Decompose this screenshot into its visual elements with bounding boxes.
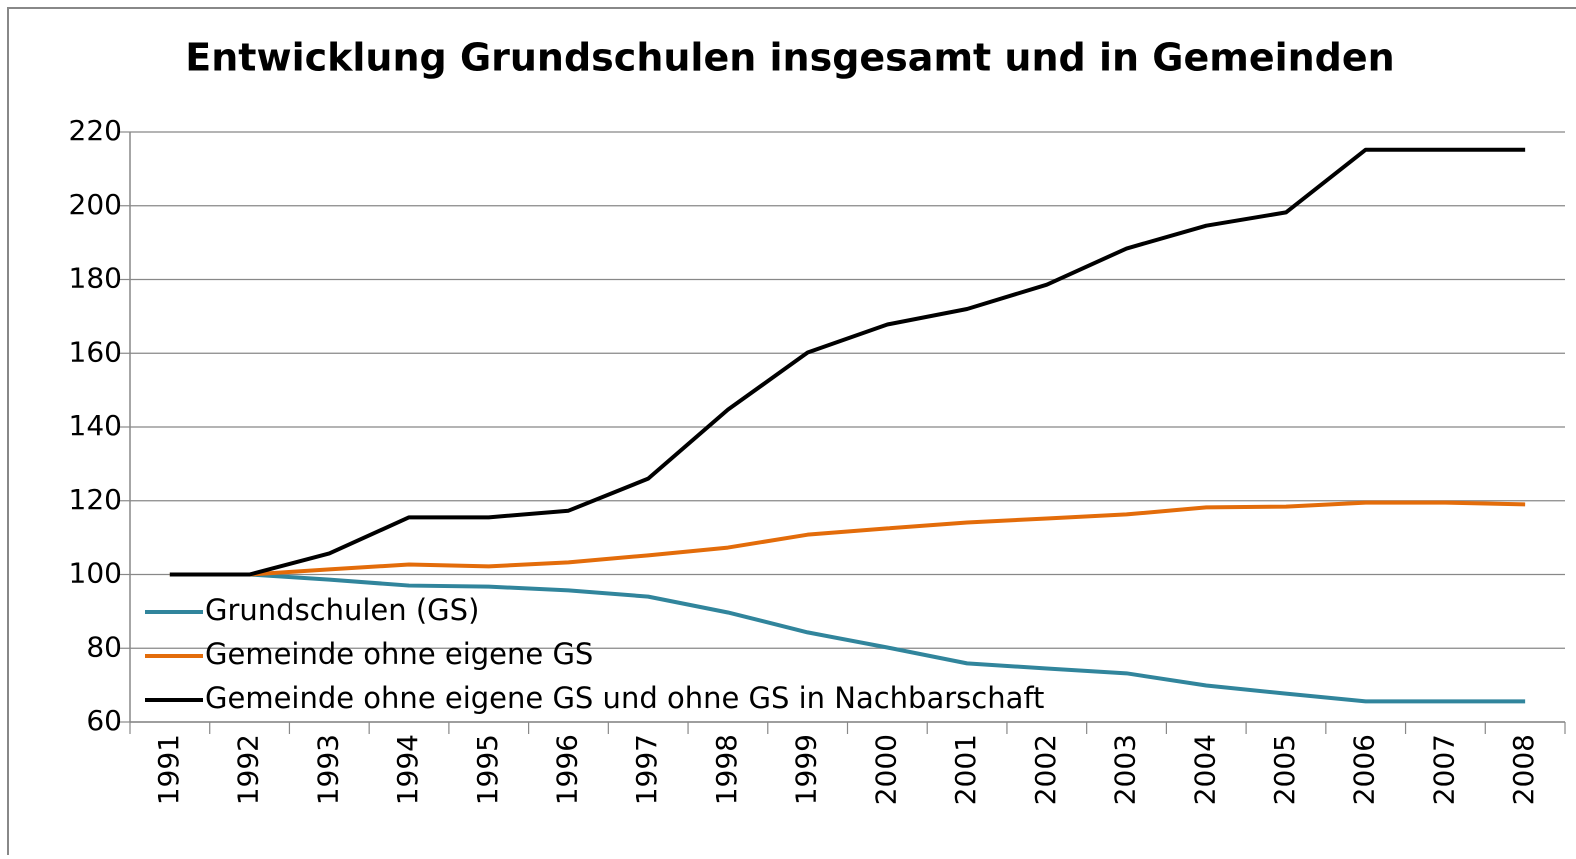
x-tick-label: 1992 — [232, 734, 265, 805]
x-tick-label: 1996 — [550, 734, 583, 805]
x-tick-label: 1995 — [471, 734, 504, 805]
legend-label: Gemeinde ohne eigene GS — [205, 637, 593, 671]
y-tick-label: 120 — [69, 483, 122, 516]
y-tick-label: 80 — [86, 630, 122, 663]
x-tick-label: 1999 — [790, 734, 823, 805]
x-tick-label: 2005 — [1268, 734, 1301, 805]
x-tick-label: 2003 — [1109, 734, 1142, 805]
x-tick-label: 2006 — [1348, 734, 1381, 805]
x-tick-label: 2008 — [1507, 734, 1540, 805]
legend-label: Grundschulen (GS) — [205, 593, 479, 627]
x-tick-label: 1997 — [630, 734, 663, 805]
x-tick-label: 2000 — [869, 734, 902, 805]
chart-title: Entwicklung Grundschulen insgesamt und i… — [185, 36, 1394, 80]
legend-label: Gemeinde ohne eigene GS und ohne GS in N… — [205, 681, 1044, 715]
x-tick-label: 2001 — [949, 734, 982, 805]
series-line — [169, 500, 1526, 577]
y-tick-label: 180 — [69, 262, 122, 295]
x-tick-label: 1991 — [152, 734, 185, 805]
y-tick-label: 60 — [86, 704, 122, 737]
x-tick-label: 2002 — [1029, 734, 1062, 805]
x-tick-label: 2007 — [1427, 734, 1460, 805]
y-tick-label: 220 — [69, 114, 122, 147]
y-tick-label: 100 — [69, 557, 122, 590]
y-tick-label: 140 — [69, 409, 122, 442]
x-tick-label: 2004 — [1188, 734, 1221, 805]
x-tick-label: 1994 — [391, 734, 424, 805]
y-tick-label: 160 — [69, 335, 122, 368]
series-line — [169, 147, 1526, 577]
x-tick-label: 1998 — [710, 734, 743, 805]
series-line — [169, 572, 1526, 704]
chart-border — [7, 7, 1576, 859]
x-tick-label: 1993 — [311, 734, 344, 805]
y-tick-label: 200 — [69, 188, 122, 221]
